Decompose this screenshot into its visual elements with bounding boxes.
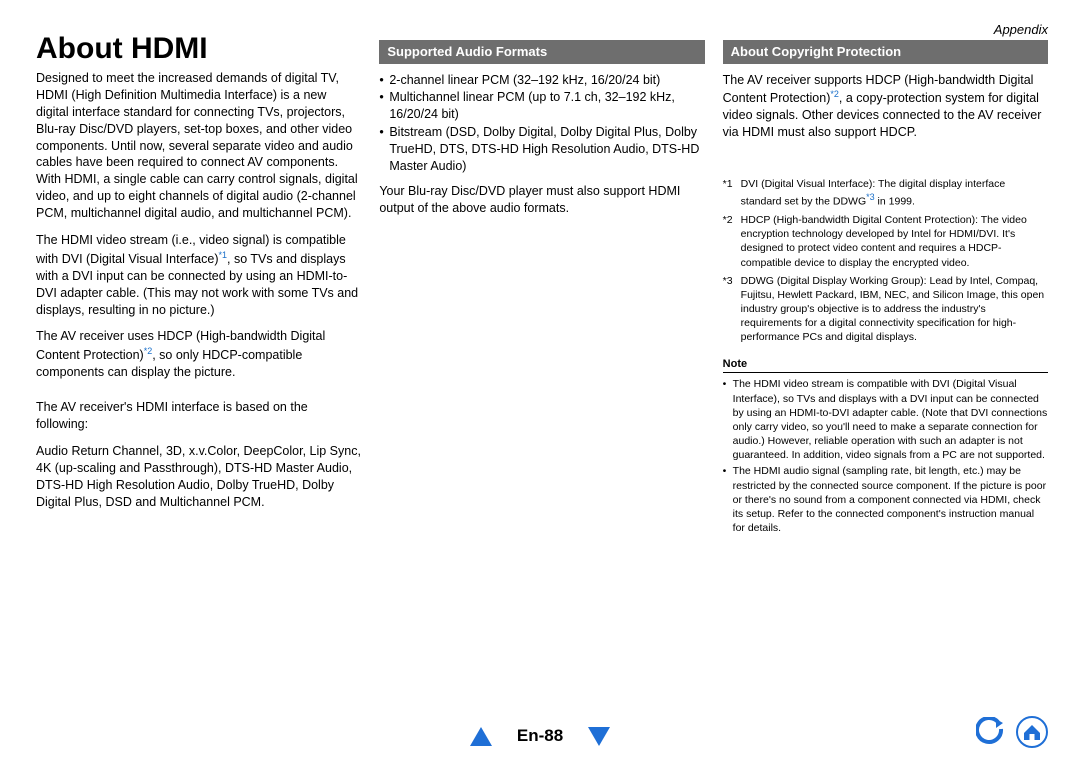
footnote-ref-1[interactable]: *1	[218, 250, 227, 260]
based-on-paragraph: The AV receiver's HDMI interface is base…	[36, 399, 361, 433]
footnote-2: *2 HDCP (High-bandwidth Digital Content …	[723, 213, 1048, 270]
list-item: Multichannel linear PCM (up to 7.1 ch, 3…	[379, 89, 704, 123]
list-item: The HDMI audio signal (sampling rate, bi…	[723, 464, 1048, 535]
page-number: En-88	[517, 726, 563, 746]
audio-formats-list: 2-channel linear PCM (32–192 kHz, 16/20/…	[379, 72, 704, 175]
appendix-label: Appendix	[994, 22, 1048, 37]
column-1: Designed to meet the increased demands o…	[36, 40, 361, 537]
note-label: Note	[723, 357, 1048, 374]
note-list: The HDMI video stream is compatible with…	[723, 377, 1048, 535]
footnote-ref-2[interactable]: *2	[144, 346, 153, 356]
home-icon[interactable]	[1016, 716, 1048, 748]
column-2: Supported Audio Formats 2-channel linear…	[379, 40, 704, 537]
list-item: Bitstream (DSD, Dolby Digital, Dolby Dig…	[379, 124, 704, 175]
footnote-1: *1 DVI (Digital Visual Interface): The d…	[723, 177, 1048, 209]
dvi-paragraph: The HDMI video stream (i.e., video signa…	[36, 232, 361, 319]
copyright-paragraph: The AV receiver supports HDCP (High-band…	[723, 72, 1048, 142]
footnote-3: *3 DDWG (Digital Display Working Group):…	[723, 274, 1048, 345]
audio-formats-note: Your Blu-ray Disc/DVD player must also s…	[379, 183, 704, 217]
audio-formats-header: Supported Audio Formats	[379, 40, 704, 64]
features-paragraph: Audio Return Channel, 3D, x.v.Color, Dee…	[36, 443, 361, 511]
footnote-ref-2b[interactable]: *2	[830, 89, 839, 99]
intro-paragraph: Designed to meet the increased demands o…	[36, 70, 361, 222]
content-columns: Designed to meet the increased demands o…	[36, 40, 1048, 537]
hdcp-paragraph: The AV receiver uses HDCP (High-bandwidt…	[36, 328, 361, 381]
page-up-icon[interactable]	[470, 727, 492, 746]
list-item: The HDMI video stream is compatible with…	[723, 377, 1048, 462]
back-icon[interactable]	[976, 717, 1006, 747]
list-item: 2-channel linear PCM (32–192 kHz, 16/20/…	[379, 72, 704, 89]
footnotes: *1 DVI (Digital Visual Interface): The d…	[723, 177, 1048, 344]
copyright-header: About Copyright Protection	[723, 40, 1048, 64]
column-3: About Copyright Protection The AV receiv…	[723, 40, 1048, 537]
footer: En-88	[0, 718, 1080, 752]
page-down-icon[interactable]	[588, 727, 610, 746]
